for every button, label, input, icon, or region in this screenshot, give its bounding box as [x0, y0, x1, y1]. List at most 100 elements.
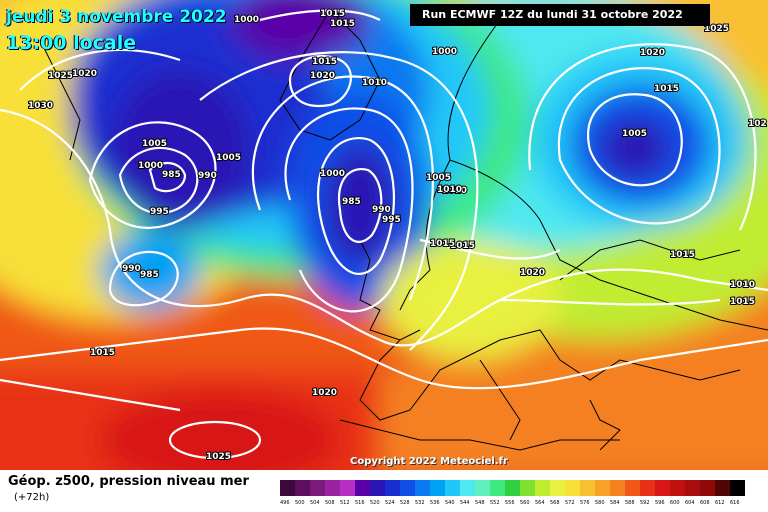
pressure-label: 1010 [442, 186, 467, 196]
scale-value: 544 [460, 500, 470, 506]
pressure-label: 985 [342, 197, 361, 207]
pressure-label: 1015 [654, 84, 679, 94]
scale-value: 588 [625, 500, 635, 506]
scale-swatch: 568 [550, 480, 565, 506]
isobars [0, 9, 768, 460]
pressure-label: 995 [382, 215, 401, 225]
scale-swatch: 548 [475, 480, 490, 506]
pressure-label: 1015 [670, 250, 695, 260]
scale-swatch: 596 [655, 480, 670, 506]
forecast-time: 13:00 locale [6, 32, 137, 54]
scale-value: 584 [610, 500, 620, 506]
pressure-label: 1020 [310, 71, 335, 81]
pressure-label: 990 [198, 171, 217, 181]
color-scale: 496 500 504 508 512 516 520 524 528 532 536 540 544 5… [280, 480, 745, 506]
pressure-label: 1020 [72, 69, 97, 79]
pressure-label: 1000 [138, 161, 163, 171]
pressure-label: 1025 [704, 24, 729, 34]
scale-value: 528 [400, 500, 410, 506]
scale-swatch: 516 [355, 480, 370, 506]
scale-value: 524 [385, 500, 395, 506]
scale-value: 504 [310, 500, 320, 506]
scale-swatch: 520 [370, 480, 385, 506]
coastlines [39, 9, 768, 451]
pressure-label: 1005 [622, 129, 647, 139]
pressure-label: 1020 [312, 388, 337, 398]
pressure-label: 985 [140, 270, 159, 280]
scale-swatch: 616 [730, 480, 745, 506]
scale-value: 568 [550, 500, 560, 506]
scale-value: 604 [685, 500, 695, 506]
geopotential-color-field [0, 0, 768, 470]
scale-swatch: 504 [310, 480, 325, 506]
pressure-label: 1025 [206, 452, 231, 462]
pressure-label: 1005 [142, 139, 167, 149]
pressure-label: 1010 [730, 280, 755, 290]
scale-swatch: 564 [535, 480, 550, 506]
copyright-notice: Copyright 2022 Meteociel.fr [350, 456, 508, 467]
pressure-label: 990 [122, 264, 141, 274]
scale-swatch: 508 [325, 480, 340, 506]
scale-value: 616 [730, 500, 740, 506]
pressure-label: 1010 [362, 78, 387, 88]
scale-value: 536 [430, 500, 440, 506]
legend-title: Géop. z500, pression niveau mer [8, 474, 249, 489]
scale-value: 592 [640, 500, 650, 506]
pressure-label: 1000 [320, 169, 345, 179]
scale-value: 532 [415, 500, 425, 506]
scale-swatch: 556 [505, 480, 520, 506]
scale-swatch: 592 [640, 480, 655, 506]
lead-time: (+72h) [14, 492, 50, 503]
pressure-label: 1020 [520, 268, 545, 278]
pressure-label: 102 [748, 119, 767, 129]
model-run-banner: Run ECMWF 12Z du lundi 31 octobre 2022 [410, 4, 710, 26]
scale-value: 552 [490, 500, 500, 506]
pressure-label: 995 [150, 207, 169, 217]
pressure-label: 1015 [450, 241, 475, 251]
scale-value: 516 [355, 500, 365, 506]
scale-swatch: 536 [430, 480, 445, 506]
scale-swatch: 560 [520, 480, 535, 506]
pressure-label: 1000 [234, 15, 259, 25]
pressure-label: 1025 [48, 71, 73, 81]
scale-swatch: 528 [400, 480, 415, 506]
pressure-label: 1015 [730, 297, 755, 307]
scale-value: 564 [535, 500, 545, 506]
scale-swatch: 552 [490, 480, 505, 506]
scale-swatch: 524 [385, 480, 400, 506]
scale-swatch: 604 [685, 480, 700, 506]
scale-value: 596 [655, 500, 665, 506]
scale-value: 576 [580, 500, 590, 506]
pressure-label: 1015 [312, 57, 337, 67]
scale-swatch: 584 [610, 480, 625, 506]
scale-swatch: 496 [280, 480, 295, 506]
scale-value: 560 [520, 500, 530, 506]
pressure-label: 1015 [330, 19, 355, 29]
scale-swatch: 612 [715, 480, 730, 506]
pressure-label: 985 [162, 170, 181, 180]
pressure-labels: 1000 1015 1015 1015 1020 1025 1020 1030 … [27, 8, 768, 463]
pressure-label: 1005 [216, 153, 241, 163]
pressure-label: 1030 [28, 101, 53, 111]
pressure-label: 1020 [640, 48, 665, 58]
scale-value: 612 [715, 500, 725, 506]
scale-value: 496 [280, 500, 290, 506]
scale-value: 508 [325, 500, 335, 506]
scale-value: 608 [700, 500, 710, 506]
scale-value: 572 [565, 500, 575, 506]
pressure-label: 1005 [426, 173, 451, 183]
pressure-label: 1015 [90, 348, 115, 358]
scale-swatch: 500 [295, 480, 310, 506]
geopotential-map-canvas: 1000 1015 1015 1015 1020 1025 1020 1030 … [0, 0, 768, 470]
scale-value: 548 [475, 500, 485, 506]
scale-value: 556 [505, 500, 515, 506]
scale-swatch: 572 [565, 480, 580, 506]
scale-swatch: 580 [595, 480, 610, 506]
scale-value: 540 [445, 500, 455, 506]
pressure-label: 1015 [430, 239, 455, 249]
weather-map: 1000 1015 1015 1015 1020 1025 1020 1030 … [0, 0, 768, 470]
pressure-label: 1000 [432, 47, 457, 57]
pressure-label: 990 [372, 205, 391, 215]
scale-value: 520 [370, 500, 380, 506]
scale-value: 600 [670, 500, 680, 506]
